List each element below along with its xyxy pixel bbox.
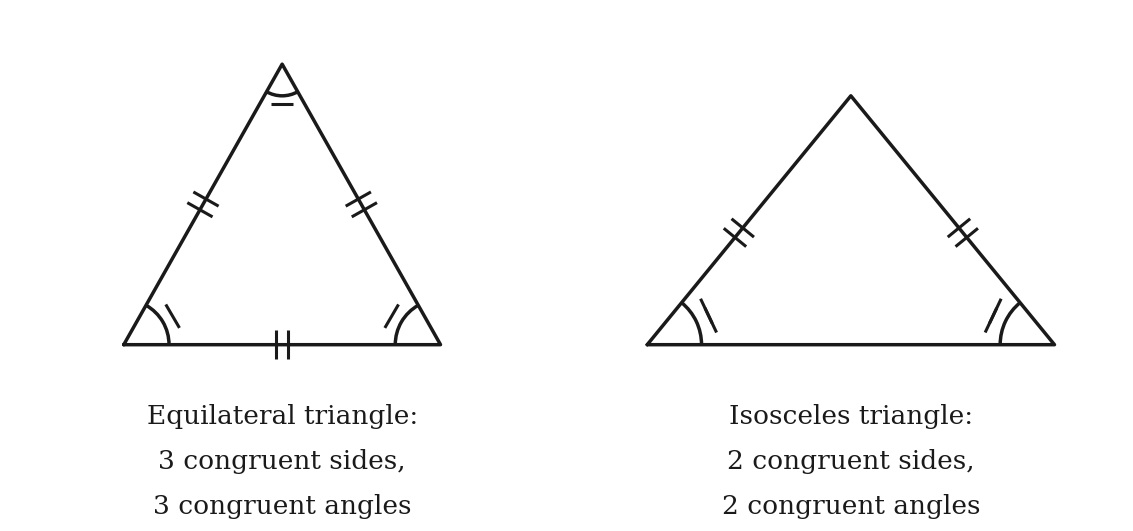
Text: 3 congruent angles: 3 congruent angles [153,494,411,519]
Text: 2 congruent angles: 2 congruent angles [722,494,980,519]
Text: Isosceles triangle:: Isosceles triangle: [729,404,973,429]
Text: 3 congruent sides,: 3 congruent sides, [159,449,406,474]
Text: 2 congruent sides,: 2 congruent sides, [727,449,974,474]
Text: Equilateral triangle:: Equilateral triangle: [146,404,418,429]
